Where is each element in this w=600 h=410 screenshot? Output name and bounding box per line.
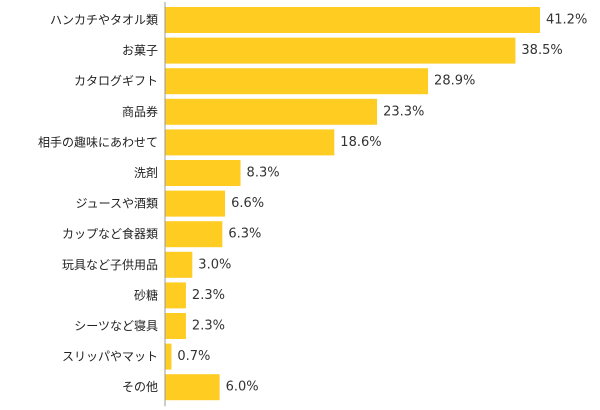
- value-label: 38.5%: [521, 43, 562, 58]
- category-label: お菓子: [122, 44, 158, 58]
- bar: [165, 129, 335, 156]
- category-label: 玩具など子供用品: [62, 258, 158, 272]
- value-label: 3.0%: [198, 257, 231, 272]
- bar: [165, 374, 220, 401]
- value-label: 41.2%: [546, 13, 587, 28]
- bar: [165, 98, 378, 125]
- bar: [165, 7, 540, 33]
- value-label: 6.3%: [228, 227, 261, 242]
- category-label: シーツなど寝具: [74, 318, 158, 333]
- category-label: 洗剤: [134, 165, 158, 180]
- category-label: スリッパやマット: [62, 350, 158, 364]
- bar: [165, 251, 193, 278]
- bar: [165, 190, 226, 217]
- category-label: その他: [122, 380, 158, 394]
- value-label: 18.6%: [340, 135, 381, 150]
- value-label: 8.3%: [247, 166, 280, 181]
- value-label: 0.7%: [177, 349, 210, 364]
- value-label: 28.9%: [434, 74, 475, 89]
- bar: [165, 343, 172, 370]
- category-label: 相手の趣味にあわせて: [38, 134, 158, 149]
- bars-group: [165, 7, 540, 401]
- value-label: 23.3%: [383, 104, 424, 119]
- bar: [165, 282, 186, 309]
- category-label: ハンカチやタオル類: [50, 13, 158, 27]
- category-label: ジュースや酒類: [75, 197, 158, 211]
- category-label: カップなど食器類: [62, 226, 158, 241]
- bar: [165, 160, 241, 186]
- bar: [165, 313, 186, 339]
- category-label: 商品券: [122, 104, 158, 119]
- value-label: 6.6%: [231, 196, 264, 211]
- bar: [165, 221, 223, 248]
- category-label: 砂糖: [134, 287, 158, 302]
- labels-group: ハンカチやタオル類 41.2% お菓子 38.5% カタログギフト 28.9% 商品券 23.…: [38, 13, 587, 395]
- value-label: 2.3%: [192, 288, 225, 303]
- bar: [165, 68, 429, 95]
- bar: [165, 37, 516, 64]
- category-label: カタログギフト: [74, 74, 158, 88]
- value-label: 6.0%: [226, 380, 259, 395]
- value-label: 2.3%: [192, 319, 225, 334]
